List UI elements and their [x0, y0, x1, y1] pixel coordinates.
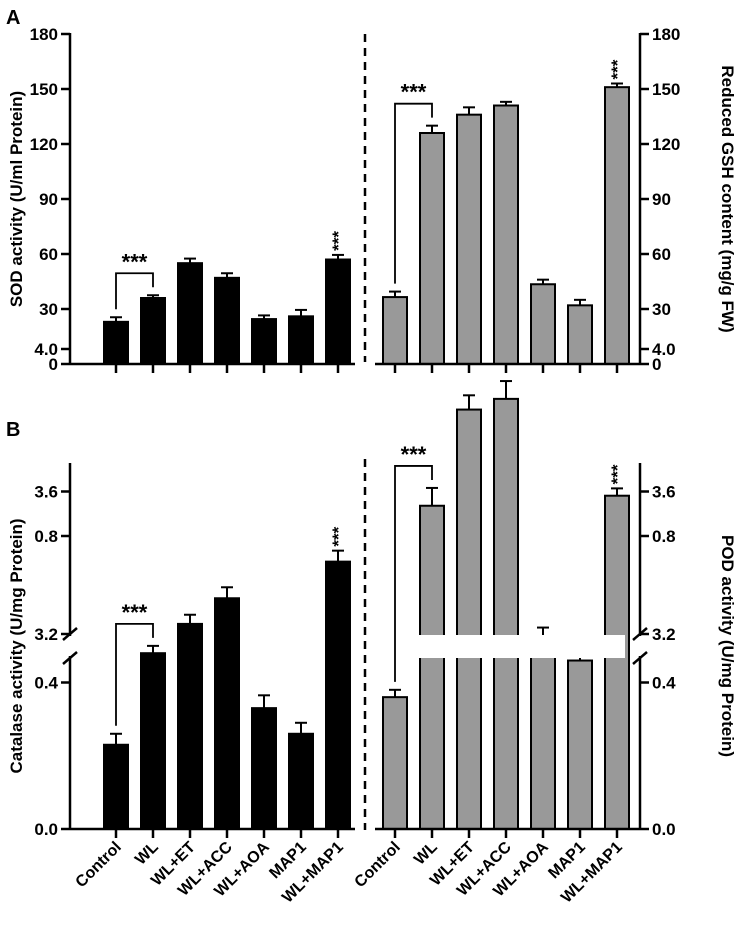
- bar: [140, 652, 166, 831]
- significance-label: ***: [122, 249, 148, 274]
- significance-bracket: [115, 622, 154, 726]
- bar: [214, 276, 240, 366]
- left-y-tick-label: 90: [39, 190, 58, 209]
- bar: [382, 696, 408, 831]
- right-y-tick-label: 3.2: [652, 625, 676, 644]
- bar: [567, 304, 593, 366]
- left-y-tick-label: 60: [39, 245, 58, 264]
- panel-letter-a: A: [6, 7, 20, 29]
- bar: [493, 397, 519, 830]
- bar: [177, 622, 203, 831]
- significance-label: ***: [122, 600, 148, 625]
- left-y-tick-label: 3.6: [34, 483, 58, 502]
- x-category-label-right: Control: [352, 839, 404, 891]
- right-y-tick-label: 0.0: [652, 820, 676, 839]
- right-y-tick-label: 60: [652, 245, 671, 264]
- left-y-tick-label: 3.2: [34, 625, 58, 644]
- bar: [604, 494, 630, 830]
- panel-letter-b: B: [6, 419, 20, 441]
- plot-layer: 0 30 60 90 120 150 180 0 30 60 90 120 150 180 *** *** **…: [7, 25, 737, 906]
- bar: [103, 743, 129, 831]
- bar: [456, 408, 482, 830]
- left-y-tick-label: 4.0: [34, 340, 58, 359]
- bar: [456, 113, 482, 365]
- significance-bracket: [394, 102, 433, 284]
- left-y-tick-label: 120: [30, 135, 58, 154]
- bar: [325, 560, 351, 830]
- bar: [567, 659, 593, 831]
- right-y-tick-label: 0.4: [652, 674, 676, 693]
- right-y-tick-label: 30: [652, 300, 671, 319]
- left-axis-title: SOD activity (U/ml Protein): [7, 91, 26, 307]
- bar: [604, 86, 630, 366]
- left-y-tick-label: 180: [30, 25, 58, 44]
- right-y-tick-label: 0.8: [652, 527, 676, 546]
- bar: [419, 132, 445, 365]
- left-y-tick-label: 150: [30, 80, 58, 99]
- right-axis-break-mark: [632, 651, 648, 665]
- right-axis-title: Reduced GSH content (mg/g FW): [718, 65, 737, 332]
- bar: [177, 262, 203, 365]
- x-category-label-left: WL: [132, 839, 162, 869]
- left-y-tick-label: 0: [49, 355, 58, 374]
- right-y-tick-label: 3.6: [652, 483, 676, 502]
- x-category-label-left: Control: [73, 839, 125, 891]
- significance-label: ***: [329, 526, 348, 546]
- bar: [251, 707, 277, 831]
- significance-label: ***: [401, 80, 427, 105]
- bar: [288, 732, 314, 831]
- bar: [140, 297, 166, 365]
- significance-label: ***: [329, 231, 348, 251]
- left-axis-title: Catalase activity (U/mg Protein): [7, 518, 26, 773]
- significance-label: ***: [401, 442, 427, 467]
- right-y-tick-label: 120: [652, 135, 680, 154]
- bar: [493, 104, 519, 365]
- left-y-tick-label: 0.0: [34, 820, 58, 839]
- axis-break-gap: [375, 635, 625, 658]
- significance-bracket: [394, 465, 433, 682]
- bar: [325, 258, 351, 365]
- bar: [103, 320, 129, 366]
- right-y-tick-label: 180: [652, 25, 680, 44]
- bar: [251, 318, 277, 366]
- right-y-tick-label: 4.0: [652, 340, 676, 359]
- bar: [419, 504, 445, 830]
- bar: [382, 296, 408, 366]
- significance-label: ***: [608, 464, 627, 484]
- right-y-tick-label: 0: [652, 355, 661, 374]
- right-y-tick-label: 90: [652, 190, 671, 209]
- x-category-label-right: WL: [411, 839, 441, 869]
- right-axis-title: POD activity (U/mg Protein): [718, 535, 737, 757]
- left-y-tick-label: 0.4: [34, 674, 58, 693]
- right-y-tick-label: 150: [652, 80, 680, 99]
- bar: [530, 283, 556, 365]
- bar: [530, 637, 556, 830]
- significance-bracket: [115, 272, 154, 310]
- significance-label: ***: [608, 59, 627, 79]
- left-y-tick-label: 30: [39, 300, 58, 319]
- bar: [214, 597, 240, 831]
- left-axis-break-mark: [62, 651, 78, 665]
- left-y-tick-label: 0.8: [34, 527, 58, 546]
- bar: [288, 315, 314, 366]
